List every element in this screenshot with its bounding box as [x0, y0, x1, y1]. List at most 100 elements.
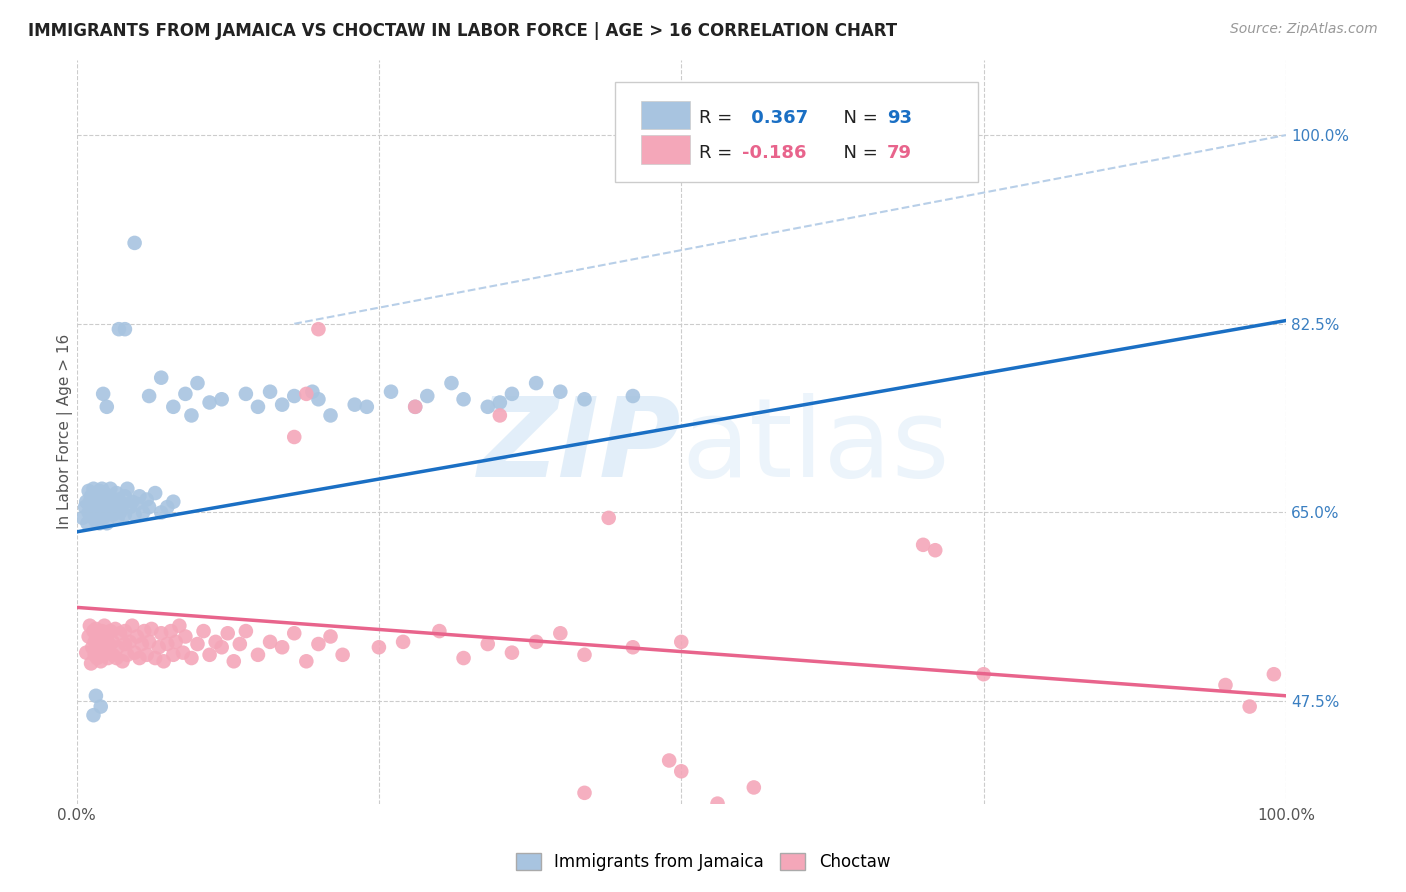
Point: [186, 637, 208, 651]
Point: [150, 370, 173, 384]
Point: [319, 409, 342, 423]
Point: [141, 622, 163, 636]
Point: [217, 626, 239, 640]
Point: [283, 389, 305, 403]
Point: [105, 651, 128, 665]
Text: 93: 93: [887, 109, 912, 127]
Point: [86, 651, 108, 665]
Point: [295, 387, 318, 401]
Point: [174, 387, 197, 401]
Point: [706, 797, 728, 811]
Point: [152, 654, 174, 668]
Point: [524, 376, 547, 390]
Text: 79: 79: [887, 144, 912, 161]
Point: [121, 494, 143, 508]
Point: [174, 630, 197, 644]
Point: [742, 780, 765, 795]
Point: [598, 511, 620, 525]
Point: [574, 392, 596, 407]
Point: [125, 630, 148, 644]
Point: [501, 387, 523, 401]
Point: [114, 637, 136, 651]
Point: [82, 511, 104, 525]
Point: [101, 648, 124, 662]
Point: [91, 506, 114, 520]
Text: R =: R =: [699, 109, 738, 127]
Point: [211, 640, 233, 655]
Text: IMMIGRANTS FROM JAMAICA VS CHOCTAW IN LABOR FORCE | AGE > 16 CORRELATION CHART: IMMIGRANTS FROM JAMAICA VS CHOCTAW IN LA…: [28, 22, 897, 40]
Point: [124, 235, 146, 250]
Point: [307, 392, 329, 407]
Point: [404, 400, 426, 414]
Point: [731, 818, 754, 832]
Point: [125, 497, 148, 511]
Point: [84, 486, 107, 500]
Point: [204, 635, 226, 649]
Point: [121, 618, 143, 632]
Point: [101, 494, 124, 508]
Point: [235, 624, 257, 639]
Point: [104, 622, 127, 636]
Point: [77, 483, 100, 498]
Point: [356, 400, 378, 414]
Point: [96, 492, 118, 507]
Point: [143, 651, 166, 665]
Point: [138, 500, 160, 514]
Point: [90, 489, 112, 503]
Point: [150, 506, 173, 520]
FancyBboxPatch shape: [614, 82, 977, 182]
Point: [524, 635, 547, 649]
Point: [87, 508, 110, 522]
Point: [307, 637, 329, 651]
Point: [91, 387, 114, 401]
Point: [973, 667, 995, 681]
Point: [172, 646, 194, 660]
Point: [156, 637, 179, 651]
Point: [134, 624, 156, 639]
FancyBboxPatch shape: [641, 101, 690, 128]
Point: [550, 384, 572, 399]
Point: [912, 538, 935, 552]
Point: [82, 497, 104, 511]
Point: [97, 651, 120, 665]
Point: [165, 635, 187, 649]
Point: [84, 514, 107, 528]
Point: [1033, 818, 1056, 832]
Point: [82, 708, 104, 723]
Point: [150, 626, 173, 640]
Point: [82, 482, 104, 496]
Point: [416, 389, 439, 403]
Point: [162, 400, 184, 414]
Point: [128, 651, 150, 665]
Point: [169, 618, 191, 632]
Point: [621, 640, 644, 655]
Point: [75, 646, 97, 660]
Point: [440, 376, 463, 390]
Point: [138, 389, 160, 403]
Point: [80, 657, 103, 671]
Point: [271, 640, 294, 655]
Point: [101, 508, 124, 522]
Point: [80, 489, 103, 503]
Point: [97, 497, 120, 511]
Point: [108, 322, 131, 336]
Point: [89, 516, 111, 531]
Point: [138, 635, 160, 649]
Point: [91, 482, 114, 496]
Point: [135, 648, 157, 662]
Point: [198, 395, 221, 409]
Point: [186, 376, 208, 390]
Point: [671, 635, 693, 649]
Point: [82, 624, 104, 639]
Point: [114, 624, 136, 639]
Point: [107, 640, 129, 655]
Point: [91, 632, 114, 647]
Point: [319, 630, 342, 644]
Point: [87, 491, 110, 506]
Point: [135, 492, 157, 507]
Point: [73, 500, 96, 514]
Point: [91, 648, 114, 662]
Point: [84, 689, 107, 703]
Point: [332, 648, 354, 662]
Point: [100, 482, 122, 496]
